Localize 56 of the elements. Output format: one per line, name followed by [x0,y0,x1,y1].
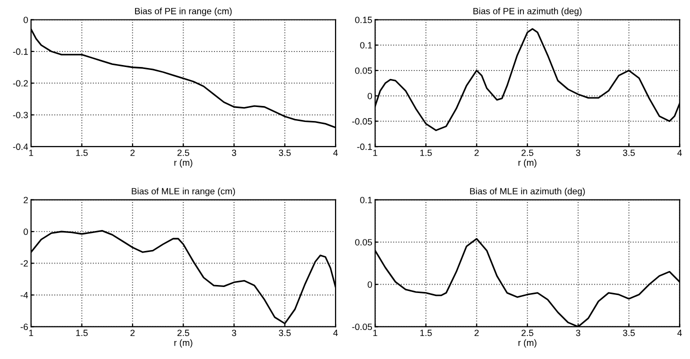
y-tick-label: -0.3 [13,112,28,118]
x-tick-label: 3.5 [278,150,291,156]
y-tick-label: -0.2 [13,80,28,87]
x-tick-label: 3.5 [278,330,291,336]
x-tick-label: 1 [29,330,34,336]
x-axis-title: r (m) [174,339,192,348]
x-tick-label: 2.5 [177,330,190,336]
y-tick-label: -2 [20,260,28,267]
y-tick-label: 0 [368,92,372,100]
y-tick-label: 0 [368,281,372,288]
x-tick-label: 1.5 [420,150,432,156]
x-tick-label: 1.5 [76,330,88,336]
x-axis-title: r (m) [518,159,536,168]
x-tick-label: 2.5 [177,150,190,156]
x-tick-label: 1.5 [76,150,88,156]
x-tick-label: 3 [232,150,236,156]
y-tick-label: 0 [24,16,28,24]
chart-title: Bias of PE in range (cm) [135,8,232,16]
x-tick-label: 2 [130,330,135,336]
x-tick-label: 3 [232,330,236,336]
x-tick-label: 4 [677,330,682,336]
x-tick-label: 3.5 [622,330,635,336]
chart-title: Bias of MLE in azimuth (deg) [470,188,585,196]
chart-title: Bias of PE in azimuth (deg) [473,8,582,16]
x-tick-label: 3.5 [622,150,635,156]
y-tick-label: -6 [20,324,28,330]
x-tick-label: 1 [373,330,378,336]
x-tick-label: 1 [29,150,34,156]
x-tick-label: 4 [677,150,682,156]
x-axis-title: r (m) [174,159,192,168]
x-tick-label: 4 [333,150,338,156]
chart-title: Bias of MLE in range (cm) [132,188,235,196]
y-tick-label: -0.05 [352,324,372,330]
x-tick-label: 4 [333,330,338,336]
x-axis-title: r (m) [518,339,536,348]
y-tick-label: -0.1 [357,144,372,150]
y-tick-label: 0.05 [355,239,372,246]
x-tick-label: 2.5 [522,150,534,156]
x-tick-label: 3 [576,330,580,336]
x-tick-label: 1.5 [420,330,432,336]
y-tick-label: 0.05 [355,67,372,74]
x-tick-label: 1 [373,150,378,156]
y-tick-label: -0.05 [352,118,372,125]
y-tick-label: -4 [20,292,28,298]
y-tick-label: -0.1 [13,48,28,55]
x-tick-label: 2.5 [522,330,534,336]
y-tick-label: 0.1 [360,196,372,204]
x-tick-label: 2 [130,150,135,156]
y-tick-label: 2 [24,196,28,204]
x-tick-label: 3 [576,150,580,156]
y-tick-label: 0 [24,228,28,235]
y-tick-label: 0.1 [360,42,372,48]
y-tick-label: 0.15 [355,16,372,24]
y-tick-label: -0.4 [13,144,28,150]
x-tick-label: 2 [474,330,479,336]
x-tick-label: 2 [474,150,479,156]
